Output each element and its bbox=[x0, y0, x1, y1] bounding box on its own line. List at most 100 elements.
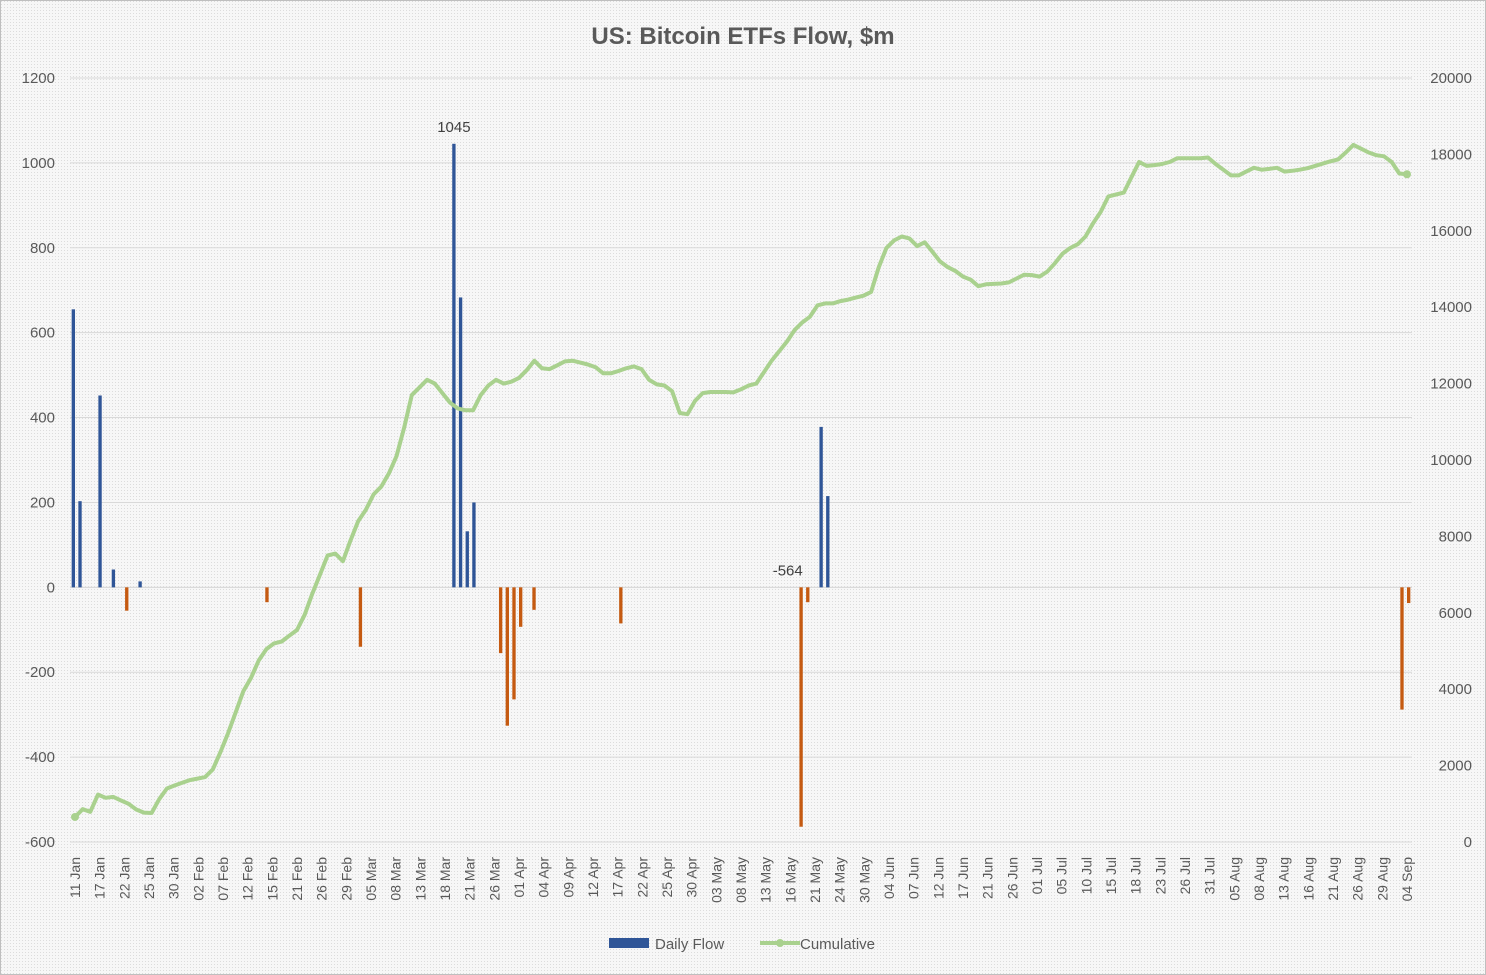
data-label: -564 bbox=[773, 562, 803, 579]
x-tick-label: 18 Jul bbox=[1128, 857, 1144, 894]
x-tick-label: 16 May bbox=[782, 857, 798, 903]
left-tick-label: 600 bbox=[30, 325, 55, 342]
x-tick-label: 25 Apr bbox=[659, 857, 675, 898]
flow-bar bbox=[819, 426, 823, 588]
x-tick-label: 31 Jul bbox=[1202, 857, 1218, 894]
flow-bar bbox=[826, 496, 830, 588]
x-tick-label: 17 Apr bbox=[610, 857, 626, 898]
right-tick-label: 10000 bbox=[1430, 452, 1472, 469]
x-tick-label: 12 Feb bbox=[240, 857, 256, 901]
x-tick-label: 05 Aug bbox=[1226, 857, 1242, 901]
right-tick-label: 6000 bbox=[1439, 605, 1472, 622]
x-tick-label: 08 May bbox=[733, 857, 749, 903]
x-tick-label: 09 Apr bbox=[560, 857, 576, 898]
flow-bar bbox=[98, 395, 102, 588]
right-tick-label: 4000 bbox=[1439, 681, 1472, 698]
x-tick-label: 29 Aug bbox=[1374, 857, 1390, 901]
right-tick-label: 0 bbox=[1464, 834, 1472, 851]
right-tick-label: 12000 bbox=[1430, 376, 1472, 393]
cumulative-line bbox=[71, 142, 1411, 821]
x-tick-label: 12 Apr bbox=[585, 857, 601, 898]
x-tick-label: 11 Jan bbox=[67, 857, 83, 898]
x-tick-label: 23 Jul bbox=[1152, 857, 1168, 894]
flow-bar bbox=[78, 501, 82, 588]
flow-bar bbox=[472, 502, 476, 588]
x-tick-label: 01 Apr bbox=[511, 857, 527, 898]
legend-marker-cumulative bbox=[776, 939, 784, 947]
x-tick-label: 16 Aug bbox=[1300, 857, 1316, 901]
x-tick-label: 30 Apr bbox=[684, 857, 700, 898]
legend-label-cumulative: Cumulative bbox=[800, 936, 875, 953]
x-tick-label: 02 Feb bbox=[190, 857, 206, 901]
right-tick-label: 8000 bbox=[1439, 528, 1472, 545]
flow-bar bbox=[498, 587, 503, 654]
left-tick-label: 200 bbox=[30, 494, 55, 511]
x-tick-label: 21 Aug bbox=[1325, 857, 1341, 901]
x-tick-label: 22 Apr bbox=[634, 857, 650, 898]
flow-bar bbox=[265, 587, 269, 603]
x-tick-label: 29 Feb bbox=[338, 857, 354, 901]
left-tick-label: -200 bbox=[25, 664, 55, 681]
cumulative-start-marker bbox=[71, 812, 79, 821]
right-tick-label: 2000 bbox=[1439, 758, 1472, 775]
daily-flow-bars bbox=[71, 143, 1411, 827]
x-tick-label: 15 Feb bbox=[264, 857, 280, 901]
x-tick-label: 30 May bbox=[856, 857, 872, 903]
flow-bar bbox=[799, 587, 803, 827]
x-tick-label: 07 Jun bbox=[906, 857, 922, 899]
cumulative-end-marker bbox=[1403, 170, 1411, 179]
x-tick-label: 05 Mar bbox=[363, 857, 379, 901]
right-tick-label: 18000 bbox=[1430, 146, 1472, 163]
left-tick-label: 1000 bbox=[22, 155, 55, 172]
x-tick-label: 18 Mar bbox=[437, 857, 453, 901]
flow-bar bbox=[806, 587, 810, 603]
x-tick-label: 01 Jul bbox=[1029, 857, 1045, 894]
right-tick-label: 20000 bbox=[1430, 70, 1472, 87]
left-axis-ticks: 1200 1000 800 600 400 200 0 -200 -400 -600 bbox=[22, 70, 55, 851]
gridlines bbox=[70, 77, 1412, 843]
flow-bar bbox=[1400, 587, 1404, 710]
right-tick-label: 14000 bbox=[1430, 299, 1472, 316]
flow-bar bbox=[458, 297, 463, 588]
x-tick-label: 26 Feb bbox=[314, 857, 330, 901]
flow-bar bbox=[619, 587, 623, 624]
flow-bar bbox=[138, 581, 142, 588]
x-tick-label: 30 Jan bbox=[166, 857, 182, 899]
flow-bar bbox=[125, 587, 129, 611]
annotations: 1045 -564 bbox=[437, 119, 803, 580]
x-tick-label: 03 May bbox=[708, 857, 724, 903]
x-tick-label: 26 Jul bbox=[1177, 857, 1193, 894]
x-tick-label: 04 Sep bbox=[1399, 857, 1415, 902]
x-tick-label: 05 Jul bbox=[1054, 857, 1070, 894]
x-tick-label: 13 Aug bbox=[1276, 857, 1292, 901]
x-tick-label: 25 Jan bbox=[141, 857, 157, 899]
x-tick-label: 07 Feb bbox=[215, 857, 231, 901]
x-tick-label: 08 Mar bbox=[388, 857, 404, 901]
cumulative-series-line bbox=[73, 142, 1409, 819]
left-tick-label: -400 bbox=[25, 749, 55, 766]
x-tick-label: 04 Apr bbox=[536, 857, 552, 898]
data-label: 1045 bbox=[437, 119, 470, 136]
left-tick-label: 400 bbox=[30, 410, 55, 427]
flow-bar bbox=[358, 587, 363, 647]
x-tick-label: 21 Jun bbox=[980, 857, 996, 899]
x-tick-label: 24 May bbox=[832, 857, 848, 903]
x-tick-label: 04 Jun bbox=[881, 857, 897, 899]
left-tick-label: 1200 bbox=[22, 70, 55, 87]
flow-bar bbox=[1406, 587, 1411, 604]
x-tick-label: 13 May bbox=[758, 857, 774, 903]
left-tick-label: -600 bbox=[25, 834, 55, 851]
x-tick-label: 21 May bbox=[807, 857, 823, 903]
x-tick-label: 08 Aug bbox=[1251, 857, 1267, 901]
x-tick-label: 13 Mar bbox=[412, 857, 428, 901]
left-tick-label: 0 bbox=[47, 579, 55, 596]
legend: Daily Flow Cumulative bbox=[609, 936, 875, 953]
flow-bar bbox=[512, 587, 516, 700]
x-tick-label: 21 Feb bbox=[289, 857, 305, 901]
legend-swatch-daily-flow bbox=[609, 938, 649, 948]
left-tick-label: 800 bbox=[30, 240, 55, 257]
x-tick-label: 17 Jan bbox=[92, 857, 108, 899]
flow-bar bbox=[519, 587, 523, 627]
x-tick-label: 26 Jun bbox=[1004, 857, 1020, 899]
